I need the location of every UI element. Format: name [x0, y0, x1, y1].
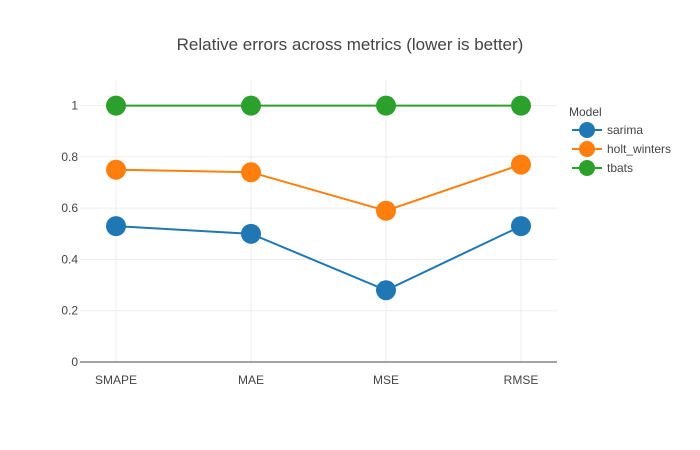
legend-swatch-marker	[579, 141, 595, 157]
data-point[interactable]	[241, 162, 261, 183]
data-point[interactable]	[106, 95, 126, 116]
y-tick-label: 0.4	[61, 252, 78, 266]
legend-item-tbats[interactable]: tbats	[572, 160, 633, 176]
x-tick-label: RMSE	[504, 373, 539, 387]
data-point[interactable]	[511, 95, 531, 116]
legend-swatch-marker	[579, 122, 595, 138]
y-tick-label: 0	[71, 355, 78, 369]
data-point[interactable]	[241, 95, 261, 116]
series-holt_winters	[106, 154, 531, 221]
series-tbats	[106, 95, 531, 116]
y-tick-label: 0.2	[61, 304, 78, 318]
data-point[interactable]	[241, 223, 261, 244]
legend-label: tbats	[607, 161, 633, 175]
data-point[interactable]	[376, 95, 396, 116]
legend-item-sarima[interactable]: sarima	[572, 122, 643, 138]
series-sarima	[106, 216, 531, 301]
series-line	[115, 163, 522, 212]
y-tick-label: 1	[71, 99, 78, 113]
data-point[interactable]	[106, 216, 126, 237]
legend-item-holt_winters[interactable]: holt_winters	[572, 141, 671, 157]
x-tick-label: SMAPE	[95, 373, 137, 387]
chart-title: Relative errors across metrics (lower is…	[177, 35, 524, 54]
series-line	[115, 225, 522, 292]
data-point[interactable]	[511, 154, 531, 175]
legend-label: holt_winters	[607, 142, 671, 156]
gridlines	[80, 80, 557, 362]
axes: SMAPE MAE MSE RMSE 0 0.2 0.4 0.6 0.8 1	[61, 99, 557, 387]
y-tick-label: 0.6	[61, 201, 78, 215]
legend-title: Model	[569, 105, 602, 119]
data-point[interactable]	[376, 280, 396, 301]
legend-label: sarima	[607, 123, 643, 137]
series-group	[106, 95, 531, 301]
x-tick-label: MAE	[238, 373, 264, 387]
y-tick-label: 0.8	[61, 150, 78, 164]
x-tick-label: MSE	[373, 373, 399, 387]
data-point[interactable]	[511, 216, 531, 237]
data-point[interactable]	[376, 200, 396, 221]
data-point[interactable]	[106, 159, 126, 180]
legend-swatch-marker	[579, 160, 595, 176]
